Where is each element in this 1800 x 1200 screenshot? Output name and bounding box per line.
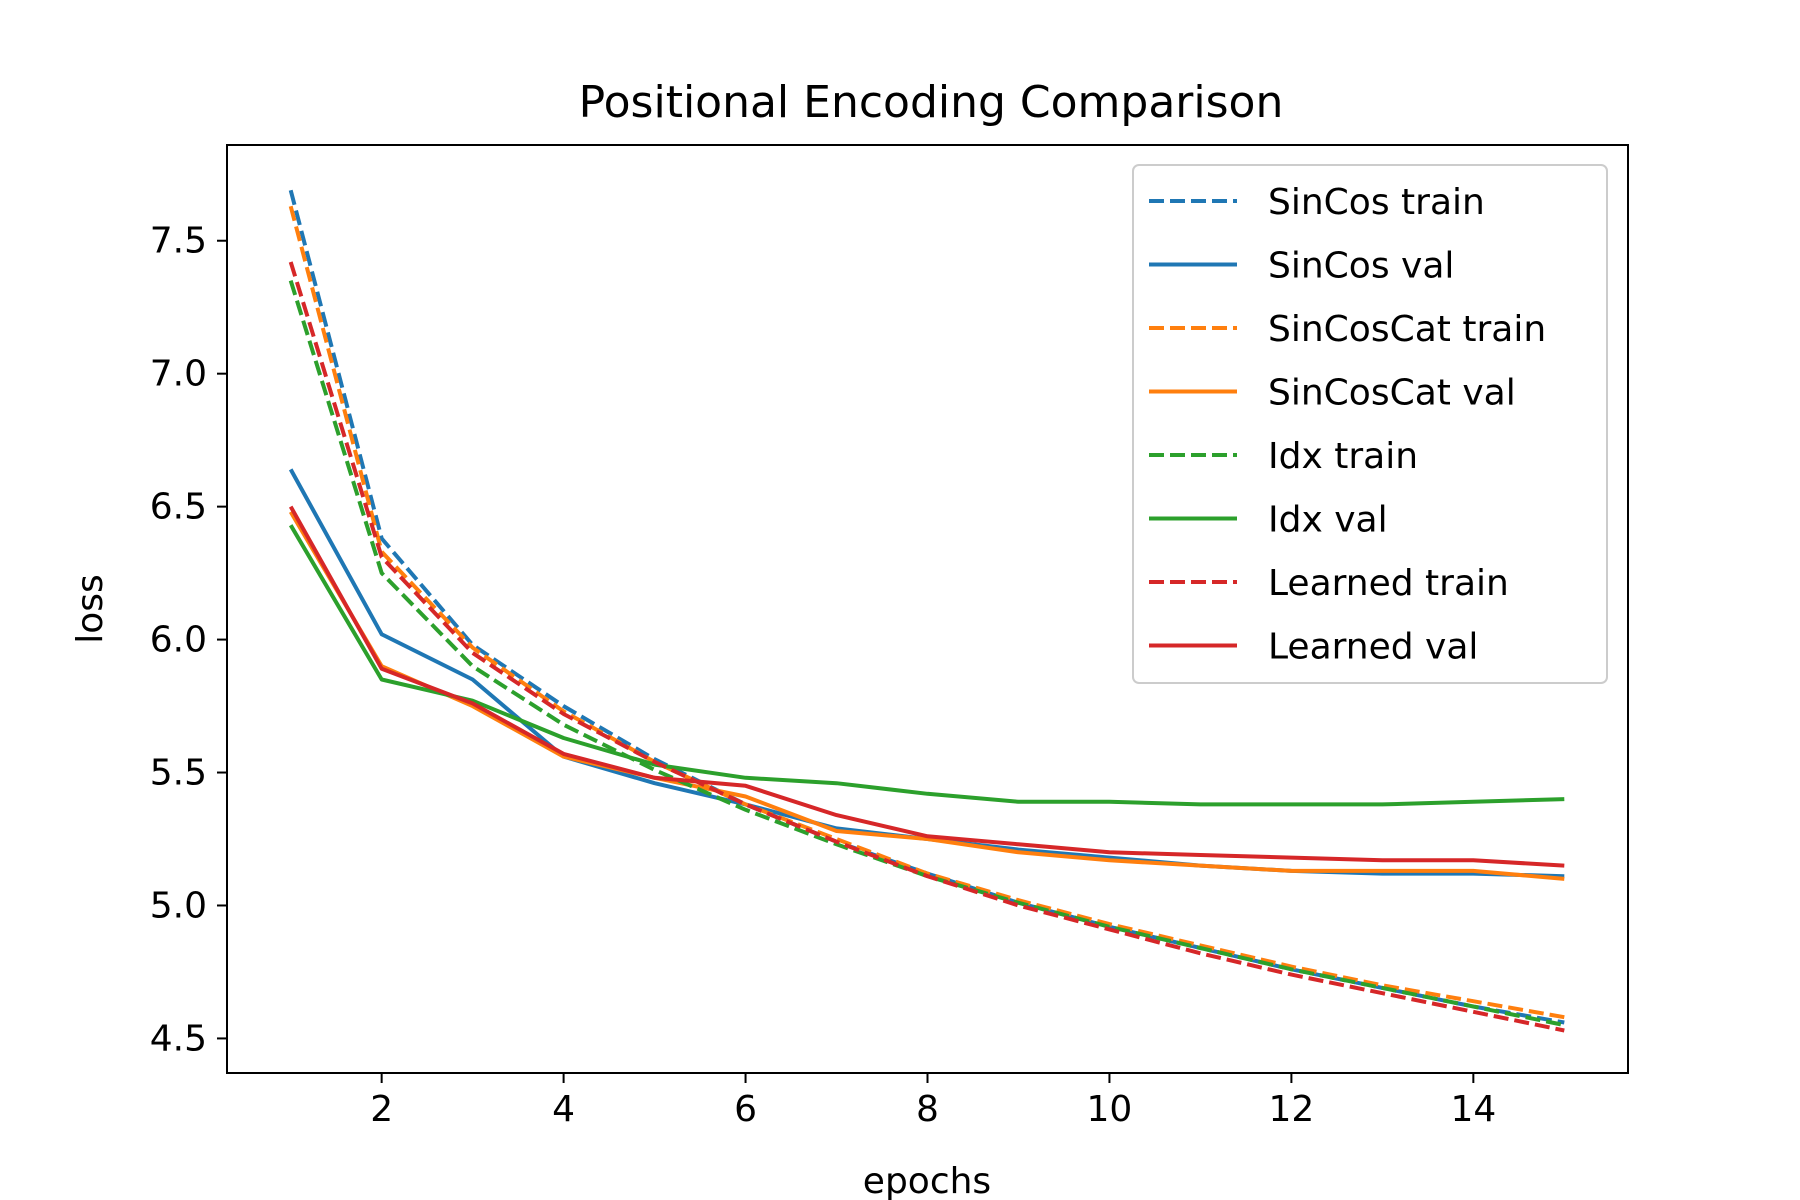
chart-title: Positional Encoding Comparison — [579, 77, 1284, 128]
legend-label: Learned val — [1268, 627, 1478, 668]
legend-label: SinCos train — [1268, 182, 1485, 223]
y-tick-label: 7.0 — [150, 354, 207, 395]
legend-label: Learned train — [1268, 563, 1509, 604]
series-line-4 — [288, 280, 1565, 1028]
y-axis-label: loss — [70, 574, 111, 644]
y-axis-ticks: 4.5 5.0 5.5 6.0 6.5 7.0 7.5 — [150, 221, 227, 1059]
y-tick-label: 4.5 — [150, 1018, 207, 1059]
y-tick-label: 5.0 — [150, 885, 207, 926]
plot-frame — [226, 144, 1629, 1074]
x-tick-label: 10 — [1087, 1089, 1133, 1130]
x-tick-label: 12 — [1268, 1089, 1314, 1130]
series-line-5 — [288, 524, 1565, 807]
x-tick-label: 8 — [916, 1089, 939, 1130]
series-line-7 — [288, 505, 1565, 868]
y-tick-label: 6.0 — [150, 620, 207, 661]
legend-label: SinCosCat train — [1268, 309, 1546, 350]
legend-label: Idx train — [1268, 436, 1418, 477]
series-line-2 — [288, 205, 1565, 1020]
y-tick-label: 6.5 — [150, 487, 207, 528]
y-tick-label: 7.5 — [150, 221, 207, 262]
legend-label: SinCos val — [1268, 246, 1454, 287]
y-tick-label: 5.5 — [150, 753, 207, 794]
plot-area — [288, 189, 1565, 1033]
series-line-6 — [288, 261, 1565, 1033]
x-axis-ticks: 2 4 6 8 10 12 14 — [370, 1073, 1496, 1130]
legend-label: Idx val — [1268, 500, 1388, 541]
legend: SinCos train SinCos val SinCosCat train Sin… — [1132, 164, 1608, 684]
series-line-3 — [288, 510, 1565, 881]
legend-box — [1132, 164, 1608, 684]
x-tick-label: 4 — [552, 1089, 575, 1130]
x-tick-label: 6 — [734, 1089, 757, 1130]
x-axis-label: epochs — [863, 1161, 991, 1200]
legend-label: SinCosCat val — [1268, 373, 1516, 414]
x-tick-label: 14 — [1450, 1089, 1496, 1130]
x-tick-label: 2 — [370, 1089, 393, 1130]
